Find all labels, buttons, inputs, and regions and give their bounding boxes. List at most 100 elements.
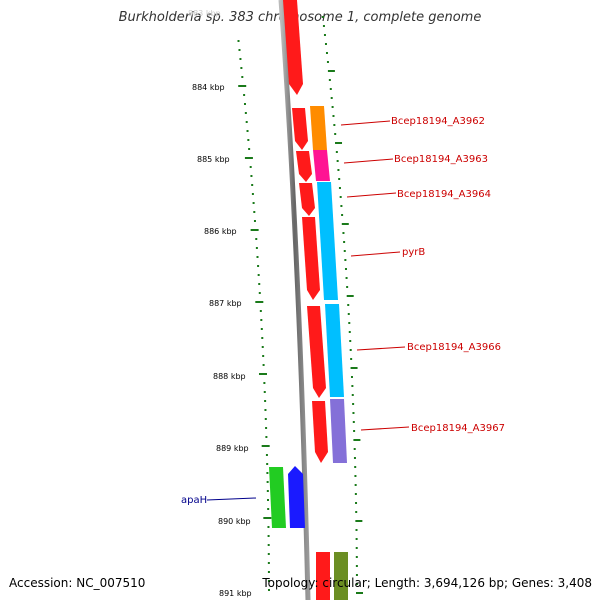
leader-a3963 xyxy=(343,158,394,164)
gene-label-apaH[interactable]: apaH xyxy=(181,495,207,506)
gene-arrow-red-5[interactable] xyxy=(302,217,320,300)
outer-minor-tick xyxy=(346,286,349,288)
kbp-major-tick xyxy=(263,517,272,519)
kbp-minor-tick xyxy=(261,346,264,348)
kbp-minor-tick xyxy=(263,391,266,393)
outer-major-tick xyxy=(335,142,343,144)
outer-minor-tick xyxy=(355,583,358,585)
outer-minor-tick xyxy=(329,88,332,90)
outer-minor-tick xyxy=(353,448,356,450)
gene-block-magenta[interactable] xyxy=(313,150,330,181)
leader-a3962 xyxy=(340,120,391,126)
gene-arrow-red-6[interactable] xyxy=(307,306,326,398)
gene-track-outer xyxy=(310,106,348,600)
gene-block-olive-bottom[interactable] xyxy=(334,552,348,600)
outer-minor-tick xyxy=(353,457,356,459)
kbp-minor-tick xyxy=(267,526,270,528)
outer-minor-tick xyxy=(354,484,357,486)
gene-label-a3967[interactable]: Bcep18194_A3967 xyxy=(411,423,505,434)
kbp-minor-tick xyxy=(250,175,253,177)
kbp-minor-tick xyxy=(256,256,259,258)
kbp-minor-tick xyxy=(243,94,246,96)
kbp-minor-tick xyxy=(265,454,268,456)
kbp-minor-tick xyxy=(266,481,269,483)
gene-block-orange[interactable] xyxy=(310,106,327,150)
gene-block-cyan-2[interactable] xyxy=(325,304,344,397)
gene-label-a3966[interactable]: Bcep18194_A3966 xyxy=(407,342,501,353)
gene-arrow-red-2[interactable] xyxy=(292,108,308,150)
gene-arrow-green[interactable] xyxy=(269,467,286,528)
kbp-minor-tick xyxy=(267,544,270,546)
kbp-minor-tick xyxy=(237,40,240,42)
gene-block-red-bottom[interactable] xyxy=(316,552,330,600)
gene-arrow-red-3[interactable] xyxy=(296,151,312,182)
outer-minor-tick xyxy=(352,421,355,423)
kbp-minor-tick xyxy=(241,76,244,78)
leader-a3967 xyxy=(360,426,410,431)
kbp-minor-tick xyxy=(260,319,263,321)
kbp-minor-tick xyxy=(255,247,258,249)
outer-major-tick xyxy=(341,223,349,225)
outer-minor-tick xyxy=(347,304,350,306)
gene-label-a3963[interactable]: Bcep18194_A3963 xyxy=(394,154,488,165)
gene-label-pyrB[interactable]: pyrB xyxy=(402,247,425,258)
kbp-major-tick xyxy=(255,301,264,303)
gene-arrow-red-1[interactable] xyxy=(283,0,303,95)
outer-minor-tick xyxy=(350,376,353,378)
outer-minor-tick xyxy=(350,358,353,360)
outer-ring-ticks xyxy=(321,16,363,594)
gene-label-a3962[interactable]: Bcep18194_A3962 xyxy=(391,116,485,127)
kbp-minor-tick xyxy=(238,49,241,51)
outer-minor-tick xyxy=(337,169,340,171)
outer-major-tick xyxy=(327,70,335,72)
outer-minor-tick xyxy=(326,61,329,63)
outer-minor-tick xyxy=(354,466,357,468)
kbp-minor-tick xyxy=(247,139,250,141)
kbp-minor-tick xyxy=(267,535,270,537)
outer-minor-tick xyxy=(341,214,344,216)
leader-apaH xyxy=(206,497,257,501)
outer-minor-tick xyxy=(338,187,341,189)
outer-major-tick xyxy=(355,520,363,522)
genome-summary-text: Topology: circular; Length: 3,694,126 bp… xyxy=(262,576,592,590)
gene-label-a3964[interactable]: Bcep18194_A3964 xyxy=(397,189,491,200)
outer-minor-tick xyxy=(355,565,358,567)
kbp-minor-tick xyxy=(267,508,270,510)
gene-track-inner xyxy=(283,0,330,600)
kbp-major-tick xyxy=(261,445,270,447)
kbp-minor-tick xyxy=(258,292,261,294)
outer-minor-tick xyxy=(352,412,355,414)
gene-arrow-blue[interactable] xyxy=(288,466,305,528)
outer-minor-tick xyxy=(348,322,351,324)
kbp-label-891: 891 kbp xyxy=(219,589,252,598)
outer-minor-tick xyxy=(322,25,325,27)
outer-minor-tick xyxy=(343,241,346,243)
gene-block-cyan-1[interactable] xyxy=(317,182,338,300)
kbp-minor-tick xyxy=(262,355,265,357)
kbp-minor-tick xyxy=(264,400,267,402)
kbp-minor-tick xyxy=(264,418,267,420)
kbp-label-884: 884 kbp xyxy=(192,83,225,92)
kbp-minor-tick xyxy=(266,490,269,492)
outer-minor-tick xyxy=(344,259,347,261)
outer-major-tick xyxy=(355,592,363,594)
gene-arrow-red-7[interactable] xyxy=(312,401,328,463)
outer-minor-tick xyxy=(335,151,338,153)
outer-minor-tick xyxy=(355,502,358,504)
outer-minor-tick xyxy=(331,106,334,108)
kbp-minor-tick xyxy=(259,310,262,312)
accession-text: Accession: NC_007510 xyxy=(9,576,146,590)
gene-arrow-red-4[interactable] xyxy=(299,183,315,216)
kbp-label-890: 890 kbp xyxy=(218,517,251,526)
kbp-minor-tick xyxy=(249,166,252,168)
kbp-minor-tick xyxy=(244,112,247,114)
gene-track-apaH xyxy=(269,466,305,528)
kbp-minor-tick xyxy=(253,211,256,213)
kbp-label-885: 885 kbp xyxy=(197,155,230,164)
gene-block-purple[interactable] xyxy=(330,399,347,463)
kbp-major-tick xyxy=(244,157,253,159)
outer-minor-tick xyxy=(355,529,358,531)
map-title: Burkholderia sp. 383 chromosome 1, compl… xyxy=(118,10,482,25)
outer-minor-tick xyxy=(349,340,352,342)
